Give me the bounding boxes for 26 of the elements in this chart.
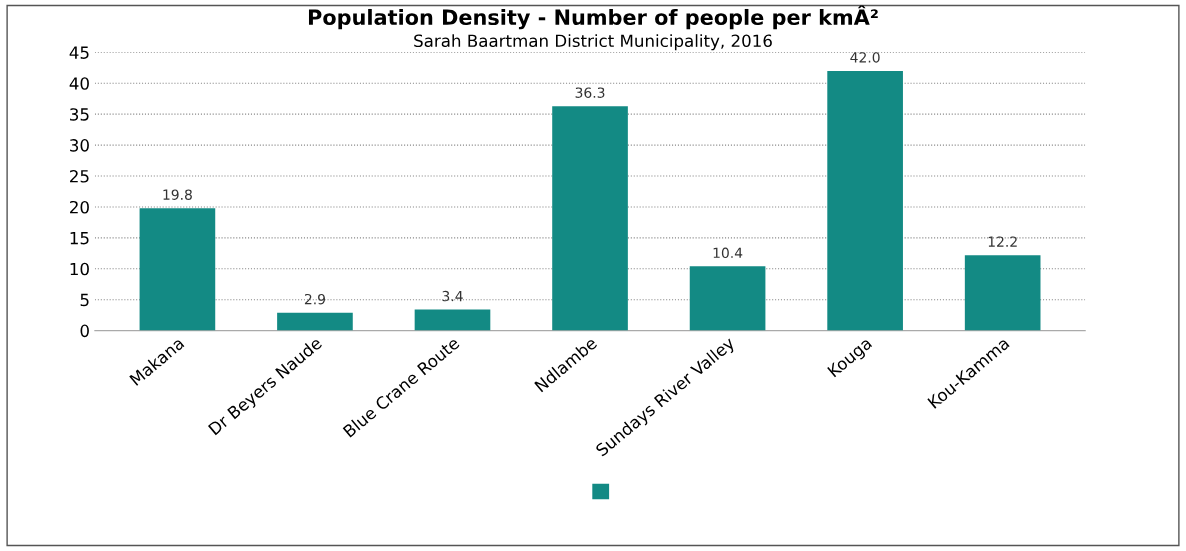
y-tick-label: 45 bbox=[69, 46, 89, 59]
chart-subtitle: Sarah Baartman District Municipality, 2016 bbox=[414, 34, 772, 51]
bar bbox=[277, 312, 353, 331]
y-tick-label: 35 bbox=[70, 108, 89, 121]
y-tick-label: 10 bbox=[70, 262, 89, 276]
bar bbox=[689, 266, 766, 331]
bar bbox=[414, 309, 491, 331]
y-tick-label: 5 bbox=[80, 293, 89, 307]
data-label: 36.3 bbox=[575, 87, 605, 98]
data-label: 3.4 bbox=[442, 290, 463, 302]
y-tick-label: 25 bbox=[70, 169, 89, 183]
bar bbox=[827, 70, 903, 331]
y-tick-label: 0 bbox=[80, 324, 89, 338]
data-label: 42.0 bbox=[850, 52, 880, 63]
y-tick-label: 30 bbox=[70, 139, 89, 152]
bar bbox=[552, 106, 628, 331]
data-label: 19.8 bbox=[163, 189, 192, 200]
data-label: 10.4 bbox=[713, 247, 743, 259]
y-tick-label: 40 bbox=[69, 77, 89, 90]
bar bbox=[964, 255, 1041, 331]
data-label: 12.2 bbox=[988, 236, 1017, 247]
bar bbox=[139, 208, 216, 331]
chart-title: Population Density - Number of people per kmÂ² bbox=[308, 5, 878, 30]
data-label: 2.9 bbox=[304, 293, 326, 305]
y-tick-label: 15 bbox=[70, 232, 89, 245]
y-tick-label: 20 bbox=[70, 200, 89, 214]
